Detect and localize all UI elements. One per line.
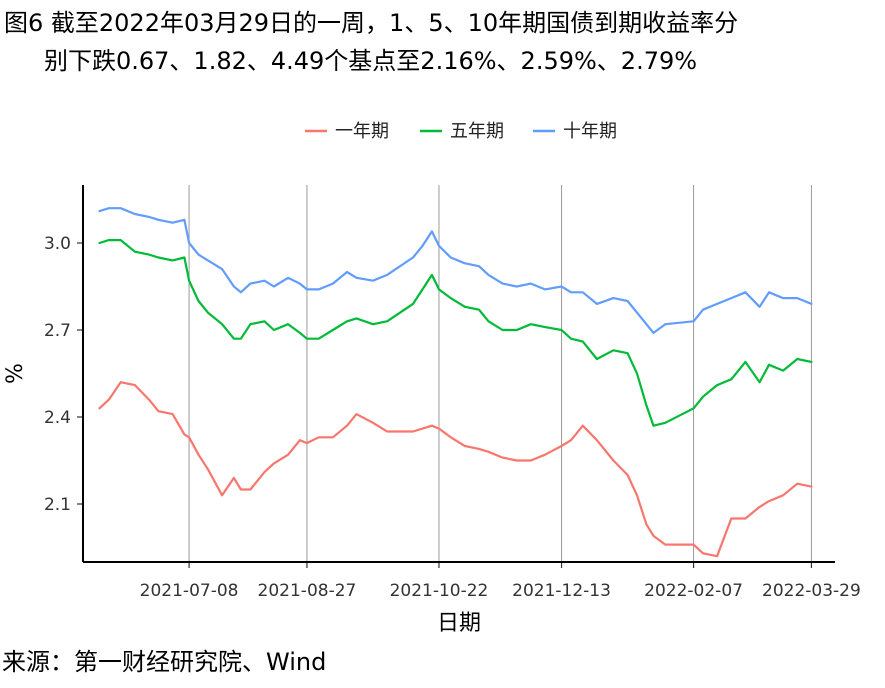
series-line-2 [98,239,813,427]
legend-label: 十年期 [563,121,617,142]
title-line-2: 别下跌0.67、1.82、4.49个基点至2.16%、2.59%、2.79% [44,47,698,75]
y-axis-title: % [3,363,28,384]
x-tick-label: 2022-02-07 [644,581,743,601]
source-note: 来源：第一财经研究院、Wind [2,648,327,676]
x-tick-label: 2021-10-22 [390,581,489,601]
x-tick-label: 2021-07-08 [140,581,239,601]
legend-label: 五年期 [450,121,504,142]
y-tick-label: 3.0 [44,234,71,254]
y-tick-label: 2.4 [44,408,71,428]
x-tick-label: 2022-03-29 [762,581,861,601]
legend-label: 一年期 [335,121,389,142]
x-tick-label: 2021-08-27 [258,581,357,601]
series-line-3 [98,207,813,334]
chart-title: 图6 截至2022年03月29日的一周，1、5、10年期国债到期收益率分 别下跌… [0,4,885,80]
series-line-1 [98,381,813,558]
x-tick-label: 2021-12-13 [512,581,611,601]
title-line-1: 图6 截至2022年03月29日的一周，1、5、10年期国债到期收益率分 [4,9,739,37]
x-axis-title: 日期 [437,611,481,636]
y-tick-label: 2.1 [44,495,71,515]
y-tick-label: 2.7 [44,321,71,341]
